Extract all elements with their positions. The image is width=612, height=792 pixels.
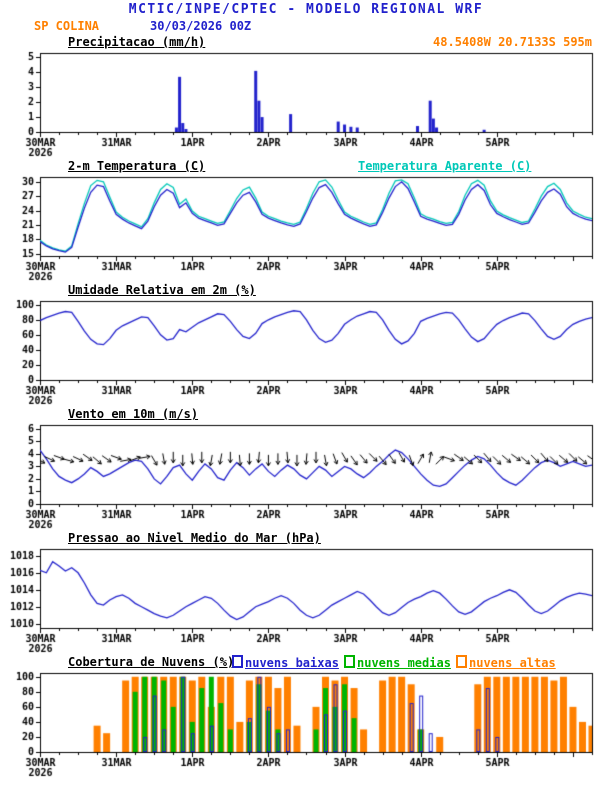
station-coordinates: 48.5408W 20.7133S 595m <box>433 35 592 49</box>
panel-humidity: Umidade Relativa em 2m (%) <box>0 282 612 406</box>
legend-swatch-altas-icon <box>456 655 467 668</box>
humidity-chart <box>0 298 612 406</box>
panel-title-clouds: Cobertura de Nuvens (%) <box>68 655 235 669</box>
run-datetime: 30/03/2026 00Z <box>150 19 252 33</box>
pressure-chart <box>0 546 612 654</box>
panel-pressure: Pressao ao Nivel Medio do Mar (hPa) <box>0 530 612 654</box>
legend-label-medias: nuvens medias <box>357 656 451 670</box>
panel-title-temperature: 2-m Temperatura (C) <box>68 159 206 173</box>
wind-chart <box>0 422 612 530</box>
legend-swatch-medias-icon <box>344 655 355 668</box>
precipitation-chart <box>0 50 612 158</box>
panel-title-pressure: Pressao ao Nivel Medio do Mar (hPa) <box>68 531 321 545</box>
legend-nuvens-medias: nuvens medias <box>344 655 451 670</box>
panel-title-precipitation: Precipitacao (mm/h) <box>68 35 206 49</box>
panel-title-wind: Vento em 10m (m/s) <box>68 407 199 421</box>
temperature-chart <box>0 174 612 282</box>
legend-swatch-baixas-icon <box>232 655 243 668</box>
cloud-cover-chart <box>0 670 612 778</box>
legend-label-baixas: nuvens baixas <box>245 656 339 670</box>
panel-temperature: 2-m Temperatura (C) Temperatura Aparente… <box>0 158 612 282</box>
legend-label-altas: nuvens altas <box>469 656 556 670</box>
panel-wind: Vento em 10m (m/s) <box>0 406 612 530</box>
station-name: SP COLINA <box>34 19 100 33</box>
report-title: MCTIC/INPE/CPTEC - MODELO REGIONAL WRF <box>128 2 484 17</box>
report-subheader: SP COLINA 30/03/2026 00Z <box>0 19 612 34</box>
panel-title-apparent-temperature: Temperatura Aparente (C) <box>358 159 532 173</box>
panel-title-humidity: Umidade Relativa em 2m (%) <box>68 283 256 297</box>
panel-clouds: Cobertura de Nuvens (%) nuvens baixas nu… <box>0 654 612 778</box>
panel-precipitation: Precipitacao (mm/h) 48.5408W 20.7133S 59… <box>0 34 612 158</box>
legend-nuvens-baixas: nuvens baixas <box>232 655 339 670</box>
legend-nuvens-altas: nuvens altas <box>456 655 556 670</box>
